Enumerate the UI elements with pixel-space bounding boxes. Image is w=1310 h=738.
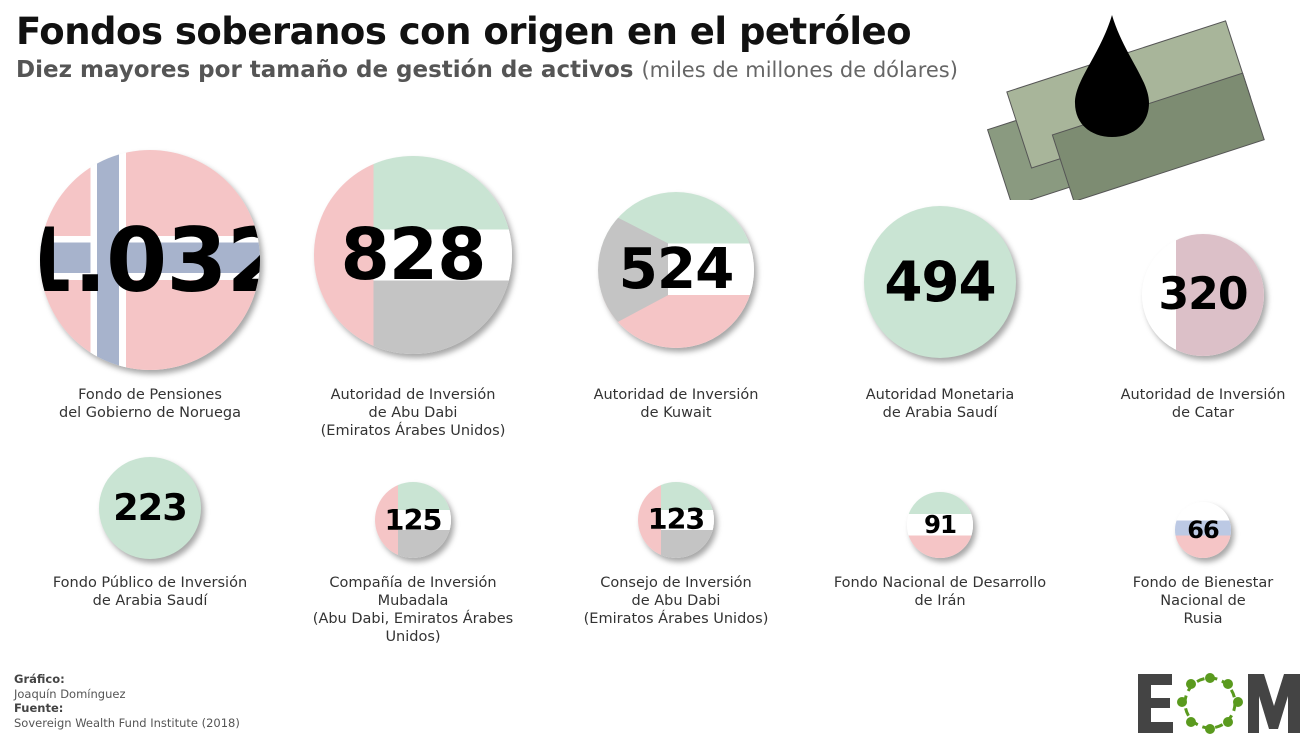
graphic-author: Joaquín Domínguez xyxy=(14,686,126,701)
bubble-label: Fondo de Pensiones del Gobierno de Norue… xyxy=(58,387,241,421)
bubble-uae: 123 xyxy=(638,482,714,558)
bubble-value: 320 xyxy=(1158,269,1248,321)
bubble-value: 223 xyxy=(113,486,188,530)
bubble-value: 66 xyxy=(1187,515,1219,544)
graphic-label: Gráfico: xyxy=(14,672,65,686)
bubble-value: 494 xyxy=(884,249,996,314)
unit-text: (miles de millones de dólares) xyxy=(641,58,958,82)
bubble-label: Autoridad de Inversión de Abu Dabi (Emir… xyxy=(320,387,506,439)
credits: Gráfico: Joaquín Domínguez Fuente: Sover… xyxy=(14,672,240,730)
bubble-label: Consejo de Inversión de Abu Dabi (Emirat… xyxy=(583,575,769,627)
bubble-label: Fondo de Bienestar Nacional de Rusia xyxy=(1132,575,1274,627)
bubble-kuwait: 524 xyxy=(597,191,755,349)
bubble-value: 1.032 xyxy=(40,208,260,312)
source-text: Sovereign Wealth Fund Institute (2018) xyxy=(14,715,240,730)
bubble-value: 524 xyxy=(618,237,735,303)
bubble-saudi: 494 xyxy=(863,205,1017,359)
bubble-uae: 828 xyxy=(314,156,512,354)
bubble-label: Fondo Público de Inversión de Arabia Sau… xyxy=(52,575,248,609)
bubble-iran: 91 xyxy=(907,492,973,558)
bubble-qatar: 320 xyxy=(1141,233,1265,357)
bubble-value: 828 xyxy=(340,213,486,297)
bubble-label: Fondo Nacional de Desarrollo de Irán xyxy=(833,575,1047,609)
bubble-norway: 1.032 xyxy=(40,150,260,370)
bubble-saudi: 223 xyxy=(98,456,202,560)
chart-title: Fondos soberanos con origen en el petról… xyxy=(16,10,912,53)
bubble-label: Autoridad Monetaria de Arabia Saudí xyxy=(865,387,1015,421)
bubble-label: Compañía de Inversión Mubadala (Abu Dabi… xyxy=(312,575,514,645)
bubble-label: Autoridad de Inversión de Kuwait xyxy=(593,387,759,421)
bubble-value: 125 xyxy=(384,502,443,537)
bubble-uae: 125 xyxy=(374,481,452,559)
subtitle-text: Diez mayores por tamaño de gestión de ac… xyxy=(16,57,634,83)
bubble-value: 91 xyxy=(923,510,957,540)
oil-drop-money-icon xyxy=(986,15,1265,200)
bubble-label: Autoridad de Inversión de Catar xyxy=(1120,387,1286,421)
eom-logo xyxy=(1138,673,1300,734)
bubble-value: 123 xyxy=(647,503,705,537)
chart-subtitle: Diez mayores por tamaño de gestión de ac… xyxy=(16,57,958,83)
bubble-russia: 66 xyxy=(1175,502,1231,558)
source-label: Fuente: xyxy=(14,701,64,715)
